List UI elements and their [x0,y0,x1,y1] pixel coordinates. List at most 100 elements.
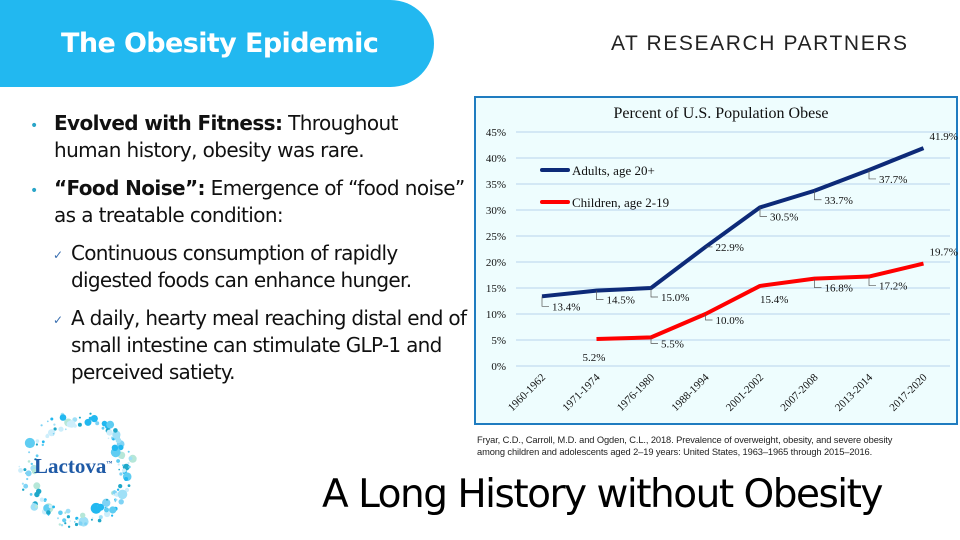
logo-bubble [34,505,38,508]
title-banner: The Obesity Epidemic [0,0,434,87]
data-label: 10.0% [716,315,744,327]
logo-bubble [117,489,128,500]
bullet-icon: • [30,183,38,199]
logo-bubble [84,522,88,526]
x-axis: 1960-1962 1971-1974 1976-1980 1988-1994 2001… [506,371,930,414]
y-tick-label: 45% [486,127,506,139]
logo-bubble [22,488,25,491]
y-tick-label: 30% [486,205,506,217]
logo-bubble [31,468,38,475]
logo-bubble [35,443,38,446]
x-tick-label: 1976-1980 [615,371,658,414]
logo-bubble [60,524,64,527]
logo-bubble [48,504,53,509]
data-label: 15.0% [661,292,689,304]
logo-bubble [91,517,94,519]
data-label: 15.4% [760,294,788,306]
logo-bubble [101,420,108,427]
logo-bubble [127,484,131,487]
logo-bubble [58,523,61,526]
chart-canvas: Percent of U.S. Population Obese 0% 5% 10%… [486,105,958,414]
logo-bubble [35,454,39,458]
logo-bubble [23,468,27,472]
data-label-leader [596,290,604,300]
logo-bubble [122,464,124,467]
bullet-heading: “Food Noise”: [54,176,206,200]
logo-bubble [117,463,120,466]
data-label-leader [814,278,822,288]
logo-bubble [35,439,40,443]
logo-bubble [127,450,130,453]
lactova-logo-ring [18,412,137,528]
logo-bubble [77,422,82,427]
logo-bubble [53,427,57,431]
checkmark-icon: ✓ [53,248,63,262]
logo-bubble [104,510,111,518]
logo-bubble [97,518,102,523]
logo-bubble [30,462,33,466]
y-tick-label: 15% [486,283,506,295]
logo-bubble [48,429,56,437]
data-label-leader [814,190,822,201]
logo-bubble [115,437,122,444]
y-tick-label: 10% [486,309,506,321]
logo-bubble [28,451,31,454]
logo-bubble [43,499,47,502]
logo-bubble [21,482,24,485]
logo-bubble [39,497,45,502]
logo-bubble [84,418,92,426]
logo-bubble [69,520,72,522]
logo-bubble [57,517,59,520]
logo-bubble [89,412,92,415]
logo-bubble [102,498,111,507]
logo-bubble [112,438,115,441]
obesity-chart: Percent of U.S. Population Obese 0% 5% 10%… [474,96,958,425]
x-tick-label: 2017-2020 [887,371,930,414]
logo-bubble [27,460,31,463]
logo-bubble [112,430,121,439]
x-tick-label: 2001-2002 [724,372,766,414]
logo-bubble [78,416,81,419]
logo-bubble [119,472,123,476]
logo-bubble [111,435,114,438]
lactova-logo: Lactova™ [34,454,112,479]
y-tick-label: 25% [486,231,506,243]
data-label: 30.5% [770,211,798,223]
logo-bubble [118,499,124,505]
logo-bubble [25,470,32,477]
logo-bubble [112,493,115,496]
logo-bubble [101,426,105,430]
sub-bullet-item: ✓ Continuous consumption of rapidly dige… [28,240,468,294]
logo-bubble [66,421,73,428]
logo-bubble [33,482,41,490]
logo-bubble [110,510,113,513]
y-tick-label: 0% [491,361,506,373]
y-tick-label: 35% [486,179,506,191]
chart-series: 13.4% 14.5% 15.0% 22.9% 30.5% 33.7% 37.7% 41.9%… [541,131,958,364]
logo-bubble [90,518,93,521]
data-label: 22.9% [716,242,744,254]
data-label: 13.4% [552,301,580,313]
logo-bubble [109,506,117,514]
logo-bubble [128,465,131,469]
logo-bubble [45,434,50,439]
data-label: 41.9% [930,131,958,143]
y-tick-label: 5% [491,335,506,347]
logo-bubble [41,443,44,447]
citation-line: Fryar, C.D., Carroll, M.D. and Ogden, C.… [477,435,893,445]
logo-bubble [52,432,55,435]
bullet-text: Throughout human history, obesity was ra… [54,111,398,162]
logo-bubble [34,458,37,461]
logo-bubble [106,498,108,501]
x-tick-label: 2007-2008 [778,371,821,414]
bullet-heading: Evolved with Fitness: [54,111,283,135]
data-label: 14.5% [607,295,635,307]
logo-bubble [107,437,110,440]
logo-bubble [124,487,130,493]
logo-bubble [52,505,55,509]
logo-bubble [23,483,29,489]
data-label-leader [759,207,767,217]
data-label-leader [868,276,876,286]
logo-bubble [106,429,113,436]
logo-bubble [90,415,98,423]
